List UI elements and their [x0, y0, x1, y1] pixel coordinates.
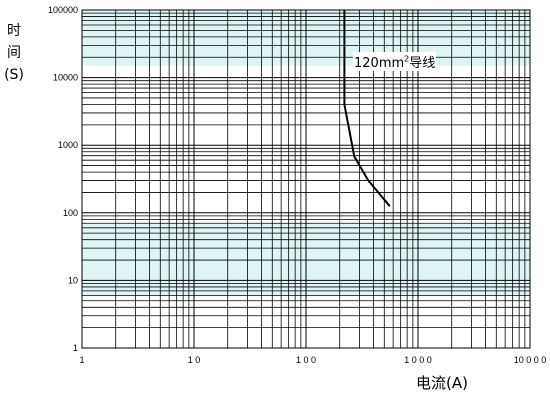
series-group	[343, 10, 391, 207]
series-label: 120mm2导线	[353, 52, 437, 71]
plot-frame	[81, 9, 531, 349]
y-tick-label: 10	[68, 275, 78, 285]
x-tick-label: 1	[79, 355, 84, 365]
y-axis-label-char: 间	[7, 45, 21, 61]
series-line	[343, 10, 391, 207]
y-tick-label: 100	[63, 208, 78, 218]
y-axis-label-char: 时	[7, 23, 21, 39]
y-tick-labels: 1 10 100 1000 10000 100000	[48, 5, 78, 353]
x-axis-label: 电流(A)	[416, 374, 468, 392]
series-label-main: 120mm	[354, 56, 405, 71]
y-tick-label: 1	[73, 343, 78, 353]
y-axis-label-unit: (S)	[4, 67, 24, 83]
x-tick-labels: 1 1 0 1 0 0 1 0 0 0 10 0 0 0	[79, 355, 546, 365]
x-tick-label: 1 0 0	[296, 355, 316, 365]
y-axis-label: 时 间 (S)	[3, 20, 25, 86]
x-tick-label: 10 0 0 0	[514, 355, 547, 365]
series-label-sup: 2	[404, 54, 410, 64]
y-tick-label: 10000	[53, 73, 78, 83]
grid	[81, 10, 530, 349]
y-tick-label: 100000	[48, 5, 78, 15]
x-tick-label: 1 0 0 0	[404, 355, 432, 365]
y-tick-label: 1000	[58, 140, 78, 150]
series-label-tail: 导线	[409, 56, 436, 71]
x-tick-label: 1 0	[188, 355, 201, 365]
